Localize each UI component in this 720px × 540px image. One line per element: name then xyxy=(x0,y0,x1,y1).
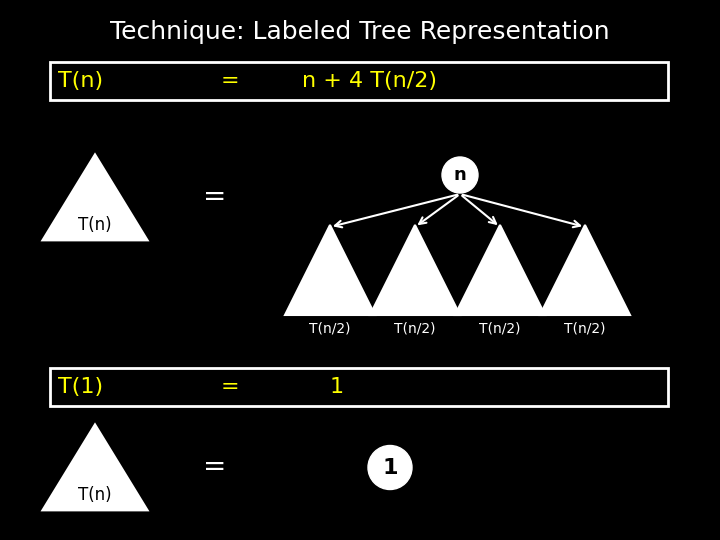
Text: T(n/2): T(n/2) xyxy=(310,321,351,335)
Text: n + 4 T(n/2): n + 4 T(n/2) xyxy=(302,71,438,91)
Text: Technique: Labeled Tree Representation: Technique: Labeled Tree Representation xyxy=(110,20,610,44)
Text: =: = xyxy=(221,71,239,91)
Bar xyxy=(50,368,668,406)
Text: T(n/2): T(n/2) xyxy=(564,321,606,335)
Polygon shape xyxy=(43,425,147,510)
Text: T(n): T(n) xyxy=(78,216,112,234)
Circle shape xyxy=(368,446,412,489)
Text: n: n xyxy=(454,166,467,184)
Text: T(n/2): T(n/2) xyxy=(395,321,436,335)
Bar xyxy=(50,62,668,100)
Polygon shape xyxy=(540,225,630,315)
Text: 1: 1 xyxy=(382,457,397,477)
Text: =: = xyxy=(203,184,227,212)
Text: =: = xyxy=(221,377,239,397)
Text: 1: 1 xyxy=(330,377,344,397)
Circle shape xyxy=(442,157,478,193)
Text: T(1): T(1) xyxy=(58,377,103,397)
Polygon shape xyxy=(455,225,545,315)
Polygon shape xyxy=(370,225,460,315)
Text: T(n): T(n) xyxy=(58,71,103,91)
Text: =: = xyxy=(203,454,227,482)
Text: T(n/2): T(n/2) xyxy=(480,321,521,335)
Polygon shape xyxy=(43,155,147,240)
Polygon shape xyxy=(285,225,375,315)
Text: T(n): T(n) xyxy=(78,486,112,504)
